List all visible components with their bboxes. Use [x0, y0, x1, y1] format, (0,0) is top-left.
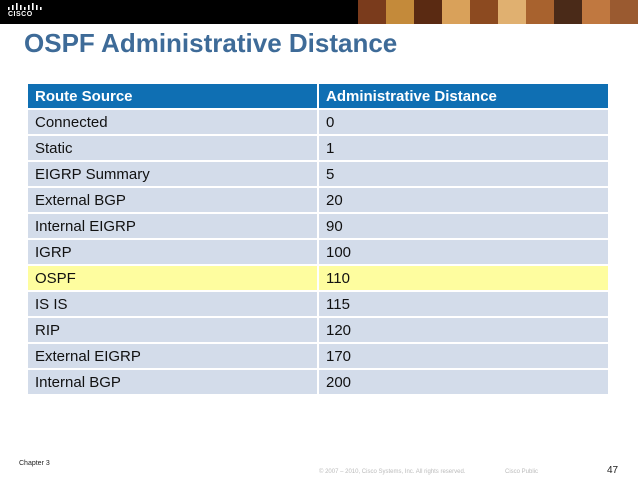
distance-cell: 20: [317, 188, 608, 214]
distance-cell: 170: [317, 344, 608, 370]
distance-cell: 100: [317, 240, 608, 266]
top-banner: CISCO: [0, 0, 638, 24]
table-row: Static 1: [28, 136, 608, 162]
route-source-cell: Internal EIGRP: [28, 214, 317, 240]
table-row: IS IS 115: [28, 292, 608, 318]
table-row: Internal EIGRP 90: [28, 214, 608, 240]
distance-cell: 110: [317, 266, 608, 292]
distance-cell: 90: [317, 214, 608, 240]
route-source-cell: External EIGRP: [28, 344, 317, 370]
chapter-label: Chapter 3: [19, 460, 50, 467]
route-source-cell: OSPF: [28, 266, 317, 292]
table-row: EIGRP Summary 5: [28, 162, 608, 188]
copyright-text: © 2007 – 2010, Cisco Systems, Inc. All r…: [319, 469, 466, 475]
photo-strip: [358, 0, 638, 24]
table-row: RIP 120: [28, 318, 608, 344]
distance-cell: 5: [317, 162, 608, 188]
distance-cell: 0: [317, 110, 608, 136]
classification-label: Cisco Public: [505, 469, 539, 475]
route-source-cell: Connected: [28, 110, 317, 136]
cisco-bridge-logo-icon: [8, 3, 42, 10]
table-row: External BGP 20: [28, 188, 608, 214]
admin-distance-table: Route Source Administrative Distance Con…: [28, 84, 608, 396]
table-row: Internal BGP 200: [28, 370, 608, 396]
route-source-cell: IS IS: [28, 292, 317, 318]
table-row: IGRP 100: [28, 240, 608, 266]
logo-text: CISCO: [8, 11, 33, 18]
table-header-row: Route Source Administrative Distance: [28, 84, 608, 110]
route-source-cell: EIGRP Summary: [28, 162, 317, 188]
page-number: 47: [607, 465, 619, 476]
distance-cell: 115: [317, 292, 608, 318]
route-source-cell: External BGP: [28, 188, 317, 214]
distance-cell: 200: [317, 370, 608, 396]
header-route-source: Route Source: [28, 84, 317, 110]
header-administrative-distance: Administrative Distance: [317, 84, 608, 110]
route-source-cell: Internal BGP: [28, 370, 317, 396]
slide-title: OSPF Administrative Distance: [24, 28, 398, 58]
table-row: Connected 0: [28, 110, 608, 136]
distance-cell: 1: [317, 136, 608, 162]
distance-cell: 120: [317, 318, 608, 344]
route-source-cell: Static: [28, 136, 317, 162]
table-row-highlighted: OSPF 110: [28, 266, 608, 292]
route-source-cell: IGRP: [28, 240, 317, 266]
route-source-cell: RIP: [28, 318, 317, 344]
table-row: External EIGRP 170: [28, 344, 608, 370]
